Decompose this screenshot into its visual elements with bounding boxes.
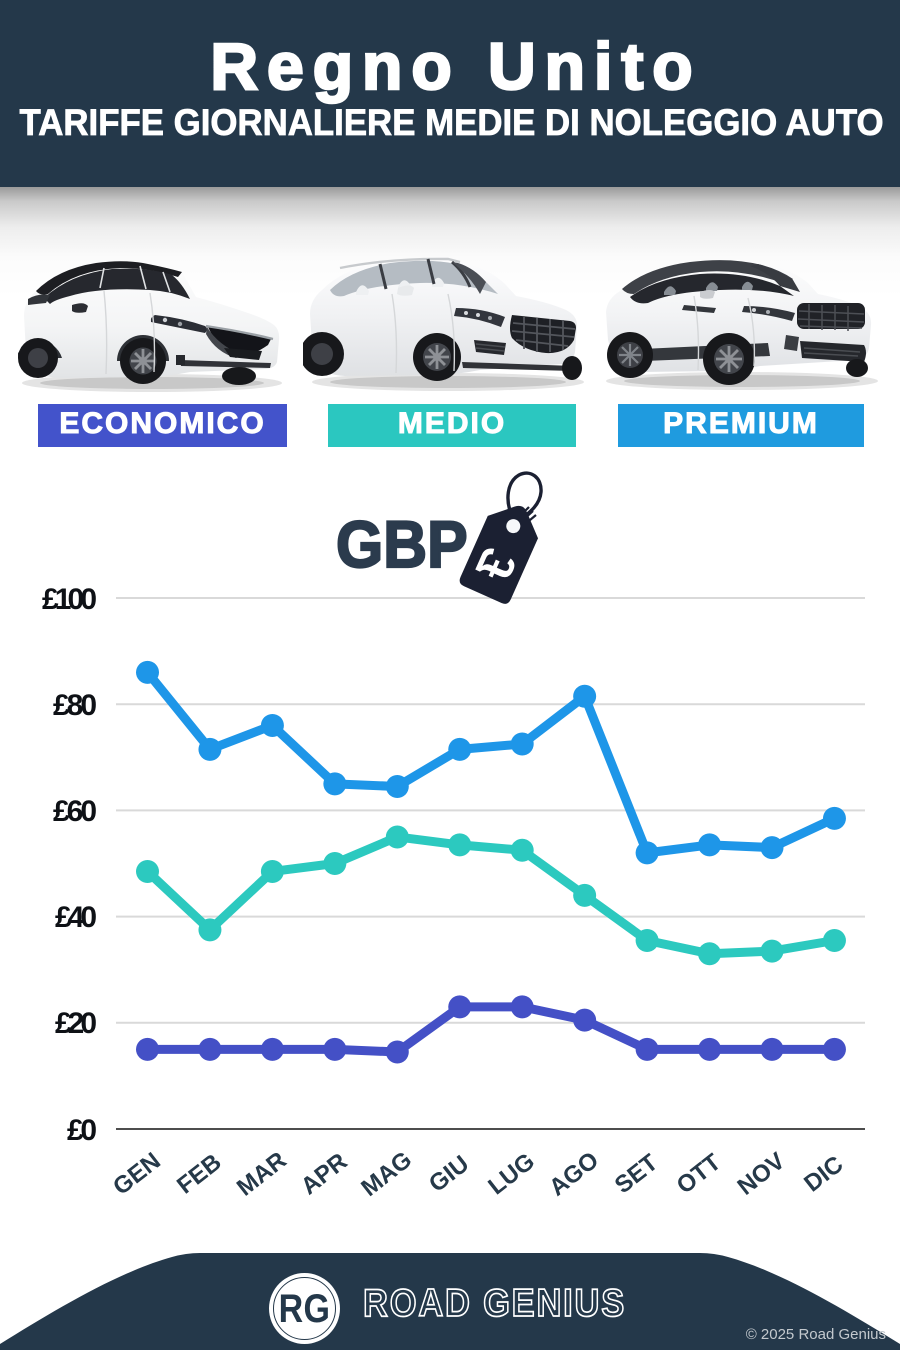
- svg-text:FEB: FEB: [172, 1149, 226, 1200]
- svg-text:DIC: DIC: [799, 1151, 848, 1198]
- svg-text:MAG: MAG: [356, 1146, 417, 1202]
- svg-text:GIU: GIU: [424, 1150, 474, 1198]
- svg-text:NOV: NOV: [733, 1147, 791, 1200]
- svg-text:GEN: GEN: [108, 1147, 166, 1200]
- svg-text:APR: APR: [296, 1148, 353, 1200]
- svg-text:£60: £60: [53, 795, 97, 828]
- svg-text:£0: £0: [67, 1114, 97, 1147]
- svg-text:£20: £20: [55, 1007, 97, 1040]
- svg-text:SET: SET: [610, 1149, 664, 1199]
- svg-text:£80: £80: [53, 689, 97, 722]
- svg-text:MAR: MAR: [232, 1147, 292, 1202]
- svg-text:OTT: OTT: [672, 1148, 727, 1199]
- svg-text:LUG: LUG: [483, 1148, 540, 1200]
- svg-text:£100: £100: [42, 583, 97, 616]
- svg-text:£40: £40: [55, 901, 97, 934]
- svg-text:AGO: AGO: [544, 1147, 604, 1202]
